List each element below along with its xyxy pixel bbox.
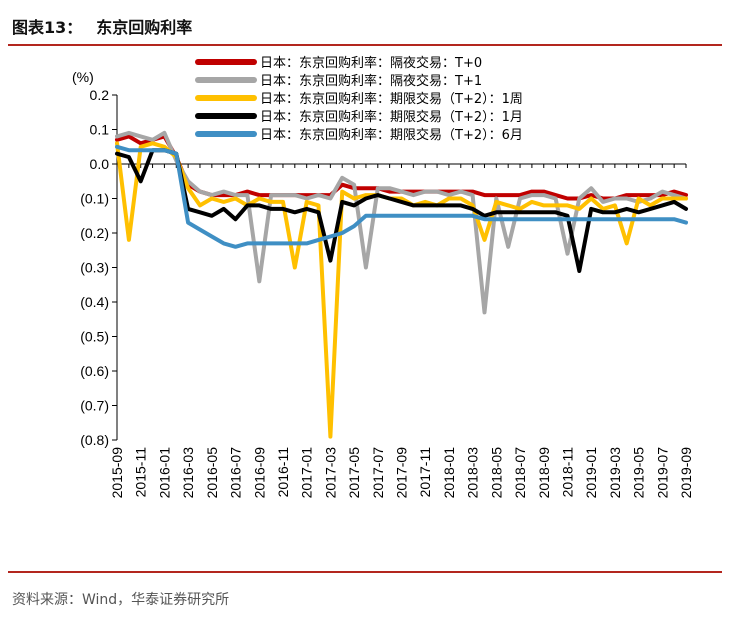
footer-divider bbox=[8, 571, 722, 573]
x-tick-label: 2017-03 bbox=[322, 447, 338, 499]
series-line-5 bbox=[115, 144, 688, 249]
x-tick-label: 2019-01 bbox=[583, 447, 599, 499]
x-tick-label: 2017-01 bbox=[299, 447, 315, 499]
y-tick-label: 0.1 bbox=[90, 122, 110, 138]
x-tick-label: 2015-11 bbox=[133, 447, 149, 498]
y-tick-label: (0.6) bbox=[80, 363, 109, 379]
series-line-3 bbox=[115, 141, 688, 439]
x-tick-label: 2016-09 bbox=[251, 447, 267, 499]
x-tick-label: 2018-05 bbox=[488, 447, 504, 499]
y-tick-label: (0.3) bbox=[80, 260, 109, 276]
x-tick-label: 2017-05 bbox=[346, 447, 362, 499]
plot-area bbox=[115, 130, 688, 439]
x-tick-label: 2016-01 bbox=[156, 447, 172, 499]
legend-entry-2: 日本：东京回购利率：隔夜交易：T+1 bbox=[260, 73, 482, 89]
y-tick-label: 0.2 bbox=[90, 87, 110, 103]
chart-legend: 日本：东京回购利率：隔夜交易：T+0 日本：东京回购利率：隔夜交易：T+1 日本：东… bbox=[195, 55, 523, 143]
x-tick-label: 2016-05 bbox=[204, 447, 220, 499]
y-tick-label: (0.5) bbox=[80, 329, 109, 345]
y-tick-label: (0.1) bbox=[80, 191, 109, 207]
header-divider bbox=[8, 44, 722, 46]
chart-svg: 日本：东京回购利率：隔夜交易：T+0 日本：东京回购利率：隔夜交易：T+1 日本：东… bbox=[72, 55, 694, 499]
x-tick-label: 2017-09 bbox=[394, 447, 410, 499]
y-axis: 0.2 0.1 0.0 (0.1) (0.2) (0.3) (0.4) (0.5) (0.6) (… bbox=[80, 87, 118, 448]
x-tick-label: 2017-07 bbox=[370, 447, 386, 499]
y-tick-label: (0.7) bbox=[80, 398, 109, 414]
x-tick-label: 2018-01 bbox=[441, 447, 457, 499]
y-tick-label: (0.8) bbox=[80, 432, 109, 448]
x-axis: 2015-09 2015-11 2016-01 2016-03 2016-05 2016-… bbox=[109, 163, 694, 499]
x-tick-label: 2019-05 bbox=[631, 447, 647, 499]
y-tick-label: 0.0 bbox=[90, 156, 110, 172]
x-tick-label: 2018-09 bbox=[536, 447, 552, 499]
y-unit-label: (%) bbox=[72, 69, 94, 85]
chart-title: 东京回购利率 bbox=[96, 18, 193, 37]
figure-number: 图表13： bbox=[12, 18, 83, 37]
x-tick-label: 2015-09 bbox=[109, 447, 125, 499]
x-tick-label: 2018-03 bbox=[465, 447, 481, 499]
legend-entry-3: 日本：东京回购利率：期限交易（T+2）：1周 bbox=[260, 91, 523, 107]
series-line-4 bbox=[115, 148, 688, 273]
x-tick-label: 2018-11 bbox=[559, 447, 575, 498]
x-tick-label: 2018-07 bbox=[512, 447, 528, 499]
x-tick-label: 2016-03 bbox=[180, 447, 196, 499]
series-line-2 bbox=[115, 130, 688, 315]
y-tick-label: (0.2) bbox=[80, 225, 109, 241]
legend-entry-5: 日本：东京回购利率：期限交易（T+2）：6月 bbox=[260, 127, 523, 143]
x-tick-label: 2016-07 bbox=[228, 447, 244, 499]
x-tick-label: 2019-09 bbox=[678, 447, 694, 499]
x-tick-label: 2017-11 bbox=[417, 447, 433, 498]
x-tick-label: 2019-03 bbox=[607, 447, 623, 499]
x-tick-label: 2016-11 bbox=[275, 447, 291, 498]
legend-entry-1: 日本：东京回购利率：隔夜交易：T+0 bbox=[260, 55, 482, 71]
source-note: 资料来源：Wind，华泰证券研究所 bbox=[12, 592, 230, 608]
figure-header: 图表13： 东京回购利率 bbox=[12, 14, 192, 38]
x-tick-label: 2019-07 bbox=[654, 447, 670, 499]
y-tick-label: (0.4) bbox=[80, 294, 109, 310]
legend-entry-4: 日本：东京回购利率：期限交易（T+2）：1月 bbox=[260, 109, 523, 125]
